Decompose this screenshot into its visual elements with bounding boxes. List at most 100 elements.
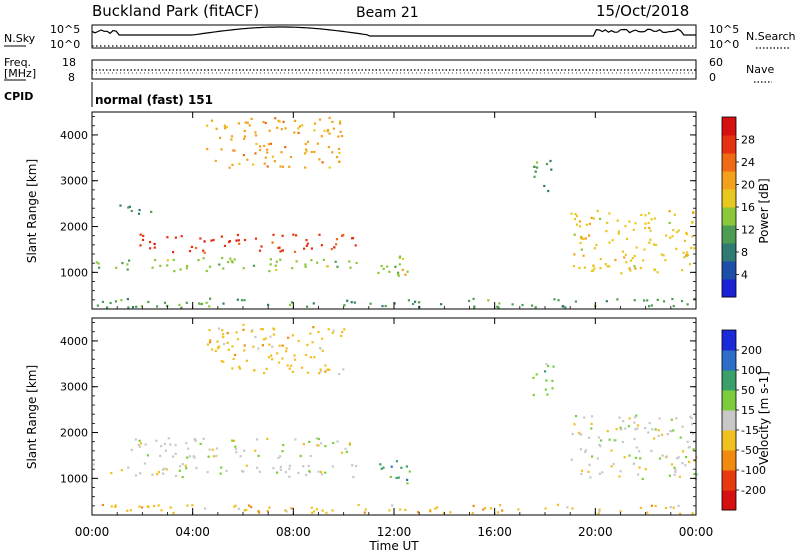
heatmap-cell — [566, 506, 569, 509]
heatmap-cell — [533, 175, 536, 178]
heatmap-cell — [336, 265, 339, 268]
heatmap-cell — [610, 465, 613, 468]
heatmap-cell — [401, 257, 405, 260]
heatmap-cell — [231, 345, 234, 348]
heatmap-cell — [588, 222, 591, 225]
heatmap-cell — [264, 156, 267, 159]
heatmap-cell — [286, 364, 289, 367]
heatmap-cell — [625, 261, 628, 264]
heatmap-cell — [675, 247, 678, 250]
heatmap-cell — [571, 433, 574, 436]
heatmap-cell — [636, 424, 640, 427]
heatmap-cell — [184, 464, 187, 467]
heatmap-cell — [305, 150, 308, 153]
heatmap-cell — [682, 251, 685, 254]
heatmap-cell — [353, 301, 356, 304]
heatmap-cell — [573, 233, 576, 236]
heatmap-cell — [573, 423, 576, 426]
heatmap-cell — [534, 306, 537, 309]
heatmap-cell — [206, 471, 209, 474]
heatmap-cell — [233, 258, 236, 261]
heatmap-cell — [619, 510, 622, 513]
heatmap-cell — [268, 270, 271, 273]
colorbar-tick-label: 12 — [741, 224, 755, 237]
heatmap-cell — [140, 305, 143, 308]
heatmap-cell — [496, 511, 499, 514]
heatmap-cell — [284, 127, 287, 130]
heatmap-cell — [417, 511, 420, 514]
heatmap-cell — [341, 134, 344, 138]
heatmap-cell — [306, 140, 310, 143]
x-tick-label: 20:00 — [578, 525, 613, 539]
heatmap-cell — [291, 267, 294, 270]
heatmap-cell — [190, 245, 193, 248]
heatmap-cell — [254, 134, 258, 137]
heatmap-cell — [161, 468, 165, 471]
heatmap-cell — [691, 432, 694, 435]
heatmap-cell — [223, 342, 226, 346]
heatmap-cell — [634, 267, 637, 270]
heatmap-cell — [115, 266, 118, 269]
heatmap-cell — [582, 237, 585, 240]
heatmap-cell — [304, 143, 307, 146]
heatmap-cell — [159, 454, 162, 457]
colorbar-tick-label: 16 — [741, 201, 755, 214]
heatmap-cell — [303, 247, 306, 250]
heatmap-cell — [166, 236, 169, 239]
heatmap-cell — [97, 262, 100, 265]
heatmap-cell — [275, 268, 278, 272]
heatmap-cell — [210, 119, 214, 122]
heatmap-cell — [226, 341, 229, 344]
colorbar-tick-label: 15 — [741, 404, 755, 417]
heatmap-cell — [230, 138, 233, 141]
heatmap-cell — [229, 257, 232, 260]
colorbar-segment — [722, 370, 736, 391]
heatmap-cell — [272, 333, 275, 336]
heatmap-cell — [335, 156, 339, 159]
heatmap-cell — [315, 437, 318, 440]
velocity-y-ticks: 1000 2000 3000 4000 — [60, 322, 696, 516]
colorbar-segment — [722, 153, 736, 172]
heatmap-cell — [281, 357, 284, 360]
heatmap-cell — [670, 430, 673, 433]
heatmap-cell — [343, 328, 346, 331]
heatmap-cell — [138, 505, 141, 508]
heatmap-cell — [291, 334, 294, 337]
heatmap-cell — [624, 253, 627, 256]
frequency-left-label: Freq. — [4, 56, 31, 69]
velocity-colorbar-label: Velocity [m s-1] — [757, 371, 771, 465]
heatmap-cell — [282, 444, 285, 447]
heatmap-cell — [679, 512, 682, 515]
heatmap-cell — [388, 509, 391, 512]
heatmap-cell — [324, 445, 327, 448]
heatmap-cell — [399, 508, 402, 511]
heatmap-cell — [633, 437, 636, 441]
heatmap-cell — [280, 151, 283, 154]
heatmap-cell — [245, 464, 248, 467]
heatmap-cell — [544, 507, 547, 510]
heatmap-cell — [672, 506, 675, 509]
heatmap-cell — [620, 428, 623, 431]
heatmap-cell — [200, 302, 203, 306]
heatmap-cell — [690, 246, 693, 249]
heatmap-cell — [683, 256, 686, 259]
heatmap-cell — [313, 356, 316, 359]
heatmap-cell — [552, 365, 555, 368]
heatmap-cell — [254, 131, 257, 134]
heatmap-cell — [163, 467, 166, 470]
heatmap-cell — [264, 121, 267, 125]
heatmap-cell — [127, 306, 130, 309]
heatmap-cell — [680, 299, 684, 303]
heatmap-cell — [222, 336, 225, 339]
heatmap-cell — [243, 349, 246, 352]
heatmap-cell — [127, 206, 130, 209]
x-axis-label: Time UT — [368, 539, 419, 553]
heatmap-cell — [414, 300, 417, 303]
heatmap-cell — [644, 214, 647, 217]
heatmap-cell — [405, 465, 408, 468]
heatmap-cell — [266, 510, 269, 513]
heatmap-cell — [661, 454, 664, 457]
heatmap-cell — [281, 249, 284, 252]
heatmap-cell — [499, 504, 502, 507]
heatmap-cell — [321, 349, 324, 352]
